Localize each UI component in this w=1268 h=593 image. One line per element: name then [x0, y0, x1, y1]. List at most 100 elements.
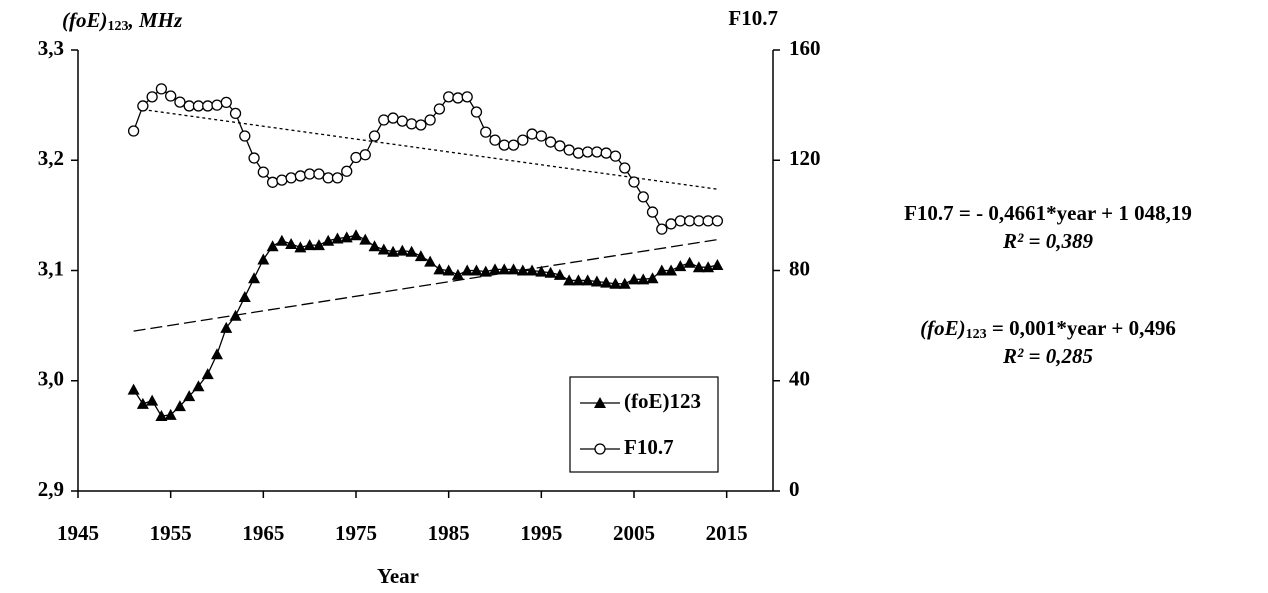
marker	[192, 100, 205, 112]
y-tick-label: 3,0	[38, 367, 64, 391]
marker	[387, 112, 399, 124]
marker	[470, 106, 483, 118]
marker	[619, 162, 631, 174]
marker	[387, 245, 400, 257]
marker	[331, 172, 344, 184]
marker	[257, 166, 269, 178]
x-tick-label: 2015	[706, 521, 748, 545]
marker	[480, 126, 492, 138]
marker	[304, 168, 316, 180]
marker	[470, 264, 483, 276]
marker	[146, 394, 159, 406]
marker	[563, 274, 576, 286]
series-line	[132, 88, 718, 231]
annotation-sub: 123	[966, 327, 987, 342]
marker	[322, 172, 334, 184]
x-tick-label: 1995	[520, 521, 562, 545]
marker	[692, 261, 705, 273]
marker	[711, 258, 724, 270]
legend-marker	[594, 443, 606, 455]
marker	[655, 264, 668, 276]
marker	[674, 260, 687, 272]
legend-label: F10.7	[624, 435, 674, 459]
marker	[137, 100, 149, 112]
marker	[563, 144, 575, 156]
x-tick-label: 1985	[428, 521, 470, 545]
marker	[442, 264, 455, 276]
marker	[174, 96, 186, 108]
y-tick-label: 3,2	[38, 146, 64, 170]
marker	[461, 91, 473, 103]
marker	[489, 134, 501, 146]
marker	[674, 215, 686, 227]
marker	[164, 408, 177, 420]
marker	[646, 206, 659, 218]
x-axis-title: Year	[377, 564, 419, 588]
marker	[526, 264, 539, 276]
marker	[136, 397, 149, 409]
marker	[192, 380, 205, 392]
marker	[572, 274, 585, 286]
x-tick-label: 1975	[335, 521, 377, 545]
y-tick-label: 3,1	[38, 256, 64, 280]
marker	[127, 383, 140, 395]
marker	[220, 96, 232, 109]
marker	[683, 256, 696, 268]
annotation-rest: = 0,001*year + 0,496	[987, 316, 1176, 340]
x-tick-label: 1955	[150, 521, 192, 545]
y-tick-label: 2,9	[38, 477, 64, 501]
marker	[359, 233, 372, 245]
marker	[396, 115, 408, 127]
marker	[368, 130, 381, 142]
marker	[433, 263, 446, 275]
marker	[582, 146, 594, 158]
marker	[239, 130, 251, 142]
marker	[516, 264, 529, 276]
marker	[303, 239, 316, 251]
marker	[414, 250, 427, 262]
marker	[683, 215, 696, 227]
marker	[526, 128, 538, 140]
marker	[276, 174, 288, 186]
marker	[350, 229, 362, 241]
marker	[544, 266, 557, 278]
marker	[693, 215, 705, 227]
marker	[341, 165, 353, 177]
y2-tick-label: 0	[789, 477, 800, 501]
marker	[600, 147, 612, 159]
marker	[173, 400, 186, 412]
marker	[340, 231, 353, 243]
marker	[711, 215, 724, 227]
marker	[443, 91, 455, 103]
marker	[702, 261, 715, 273]
marker	[405, 245, 418, 257]
marker	[618, 277, 631, 289]
marker	[461, 264, 474, 276]
marker	[248, 152, 260, 164]
legend-box	[569, 376, 719, 473]
marker	[553, 268, 566, 280]
marker	[165, 90, 177, 102]
marker	[285, 238, 298, 250]
x-tick-label: 1965	[242, 521, 284, 545]
marker	[415, 119, 427, 131]
y-axis-title: (foE)123, MHz	[62, 8, 183, 34]
trendline	[133, 238, 718, 332]
marker	[451, 268, 464, 280]
marker	[498, 139, 510, 151]
marker	[637, 191, 649, 203]
marker	[350, 151, 362, 164]
x-tick-label: 1945	[57, 521, 99, 545]
marker	[211, 99, 223, 111]
legend-label: (foE)123	[624, 389, 701, 413]
marker	[331, 232, 344, 244]
annotation: R² = 0,285	[1002, 344, 1093, 368]
marker	[266, 176, 279, 188]
marker	[665, 218, 677, 230]
marker	[127, 125, 140, 137]
marker	[313, 168, 325, 180]
marker	[609, 277, 622, 289]
y-title-base: (foE)	[62, 8, 108, 32]
marker	[201, 368, 214, 380]
marker	[368, 240, 381, 252]
